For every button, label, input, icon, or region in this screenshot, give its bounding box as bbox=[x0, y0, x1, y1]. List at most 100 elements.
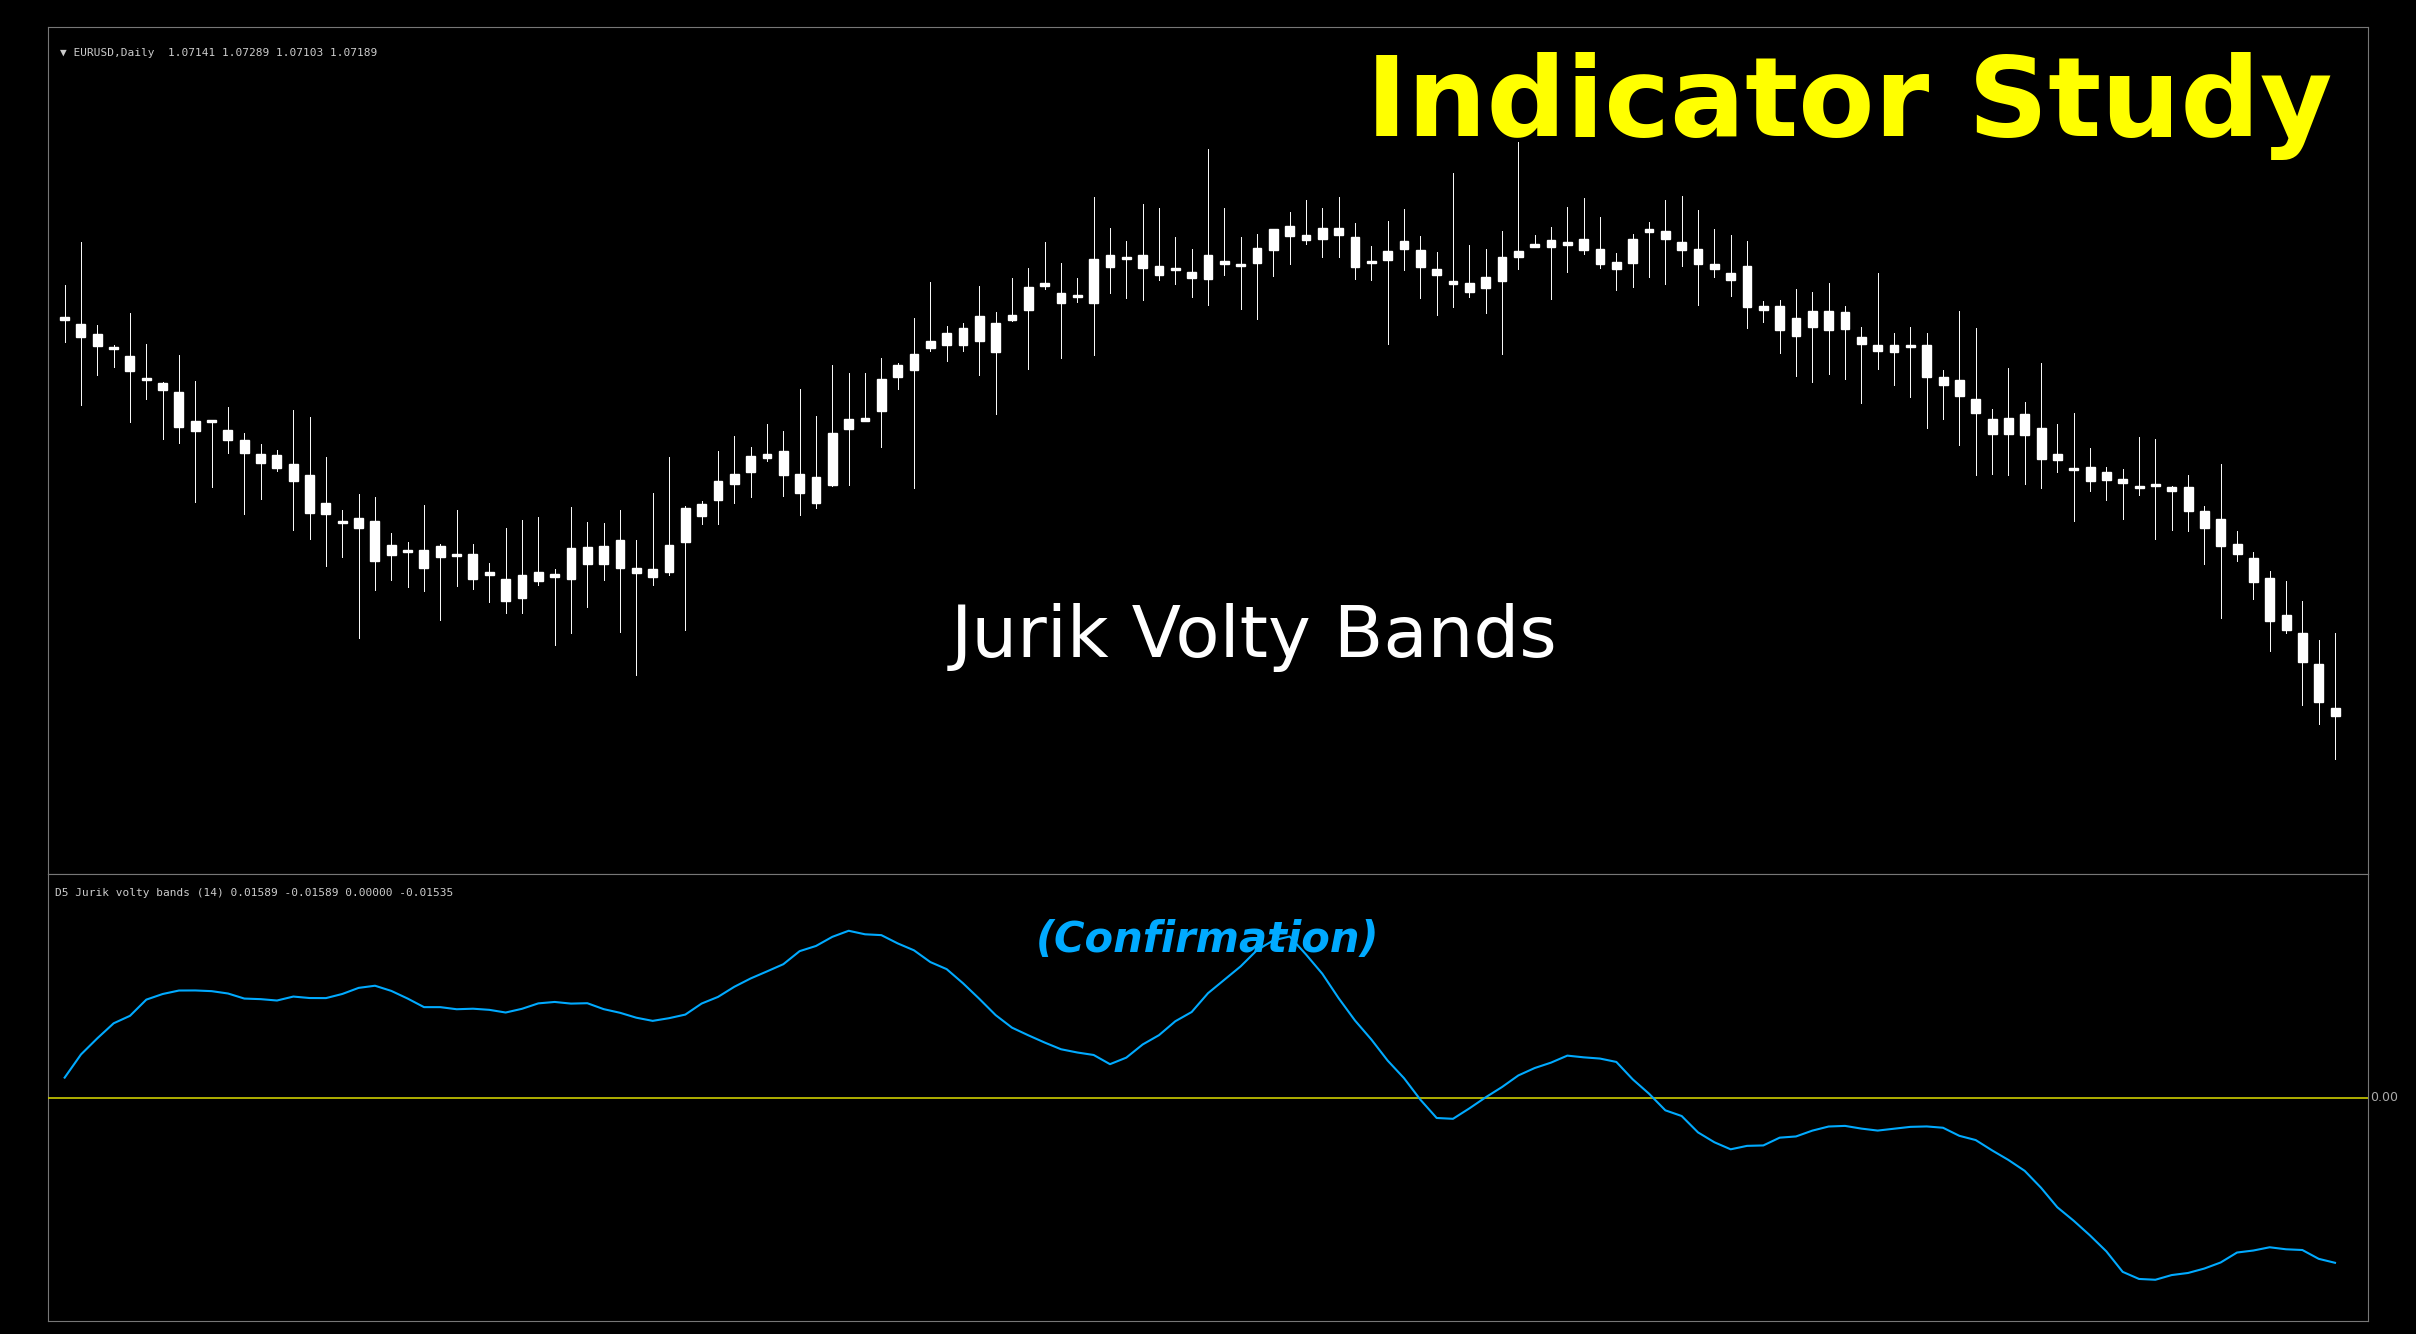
Text: 0.00: 0.00 bbox=[2370, 1091, 2399, 1105]
Bar bbox=[1858, 338, 1865, 344]
Bar bbox=[225, 430, 232, 440]
Bar bbox=[1367, 261, 1375, 264]
Bar bbox=[256, 455, 266, 463]
Bar bbox=[500, 579, 510, 602]
Bar bbox=[713, 482, 722, 500]
Bar bbox=[1611, 261, 1621, 269]
Bar bbox=[1841, 312, 1851, 329]
Bar bbox=[1041, 283, 1049, 287]
Text: D5 Jurik volty bands (14) 0.01589 -0.01589 0.00000 -0.01535: D5 Jurik volty bands (14) 0.01589 -0.015… bbox=[56, 888, 454, 898]
Bar bbox=[908, 354, 918, 370]
Bar bbox=[1498, 257, 1508, 280]
Text: Indicator Study: Indicator Study bbox=[1367, 52, 2334, 160]
Bar bbox=[582, 547, 592, 563]
Bar bbox=[2184, 487, 2191, 511]
Bar bbox=[1121, 257, 1131, 259]
Bar bbox=[1923, 346, 1930, 378]
Bar bbox=[1595, 249, 1604, 264]
Bar bbox=[1906, 346, 1916, 347]
Bar bbox=[1220, 261, 1230, 264]
Bar bbox=[877, 379, 887, 411]
Bar bbox=[1580, 239, 1587, 249]
Bar bbox=[942, 334, 952, 346]
Bar bbox=[174, 392, 184, 427]
Bar bbox=[2119, 479, 2126, 483]
Bar bbox=[2215, 519, 2225, 547]
Bar bbox=[1416, 251, 1425, 267]
Bar bbox=[1433, 268, 1442, 275]
Bar bbox=[1694, 248, 1703, 264]
Bar bbox=[2232, 543, 2242, 554]
Bar bbox=[2249, 558, 2259, 582]
Bar bbox=[143, 378, 150, 380]
Bar bbox=[974, 316, 983, 340]
Bar bbox=[551, 574, 558, 576]
Bar bbox=[1155, 267, 1165, 275]
Bar bbox=[387, 544, 396, 555]
Bar bbox=[109, 347, 118, 350]
Bar bbox=[2167, 487, 2177, 491]
Bar bbox=[778, 451, 788, 475]
Bar bbox=[2020, 415, 2029, 435]
Bar bbox=[517, 575, 527, 598]
Bar bbox=[763, 455, 771, 458]
Bar bbox=[1971, 399, 1981, 414]
Bar bbox=[60, 317, 70, 320]
Bar bbox=[1334, 228, 1343, 235]
Bar bbox=[991, 323, 1000, 352]
Bar bbox=[829, 434, 836, 486]
Bar bbox=[77, 324, 85, 336]
Bar bbox=[1711, 264, 1718, 268]
Bar bbox=[843, 419, 853, 428]
Bar bbox=[1742, 265, 1752, 307]
Bar bbox=[1872, 346, 1882, 351]
Bar bbox=[1529, 244, 1539, 247]
Bar bbox=[925, 340, 935, 348]
Bar bbox=[126, 355, 135, 371]
Bar bbox=[1645, 229, 1653, 232]
Bar bbox=[239, 440, 249, 452]
Bar bbox=[698, 504, 705, 516]
Bar bbox=[191, 420, 201, 431]
Bar bbox=[2298, 634, 2307, 662]
Bar bbox=[1660, 231, 1669, 239]
Bar bbox=[1515, 251, 1522, 257]
Bar bbox=[2150, 484, 2160, 487]
Bar bbox=[1186, 272, 1196, 279]
Bar bbox=[290, 464, 297, 482]
Bar bbox=[370, 520, 379, 560]
Bar bbox=[795, 474, 805, 492]
Bar bbox=[2266, 578, 2273, 620]
Bar bbox=[321, 503, 331, 515]
Bar bbox=[1399, 241, 1409, 249]
Bar bbox=[452, 554, 461, 556]
Bar bbox=[1384, 251, 1392, 260]
Bar bbox=[1237, 264, 1244, 267]
Bar bbox=[2085, 467, 2095, 480]
Bar bbox=[1107, 255, 1114, 267]
Text: (Confirmation): (Confirmation) bbox=[1036, 919, 1380, 960]
Bar bbox=[599, 546, 609, 564]
Bar bbox=[1824, 311, 1834, 331]
Bar bbox=[633, 568, 640, 574]
Bar bbox=[1776, 305, 1783, 329]
Bar bbox=[1285, 227, 1295, 236]
Bar bbox=[812, 478, 821, 503]
Bar bbox=[338, 522, 348, 523]
Text: Jurik Volty Bands: Jurik Volty Bands bbox=[952, 603, 1558, 671]
Bar bbox=[2133, 486, 2143, 488]
Bar bbox=[1203, 255, 1213, 279]
Bar bbox=[959, 328, 966, 346]
Bar bbox=[730, 475, 739, 484]
Bar bbox=[1759, 307, 1769, 309]
Bar bbox=[2068, 468, 2078, 470]
Bar bbox=[469, 554, 478, 579]
Bar bbox=[1073, 295, 1082, 297]
Bar bbox=[681, 508, 691, 542]
Bar bbox=[1725, 273, 1735, 280]
Bar bbox=[403, 550, 413, 552]
Bar bbox=[647, 570, 657, 578]
Bar bbox=[616, 540, 623, 568]
Bar bbox=[2037, 428, 2046, 459]
Bar bbox=[1464, 284, 1474, 292]
